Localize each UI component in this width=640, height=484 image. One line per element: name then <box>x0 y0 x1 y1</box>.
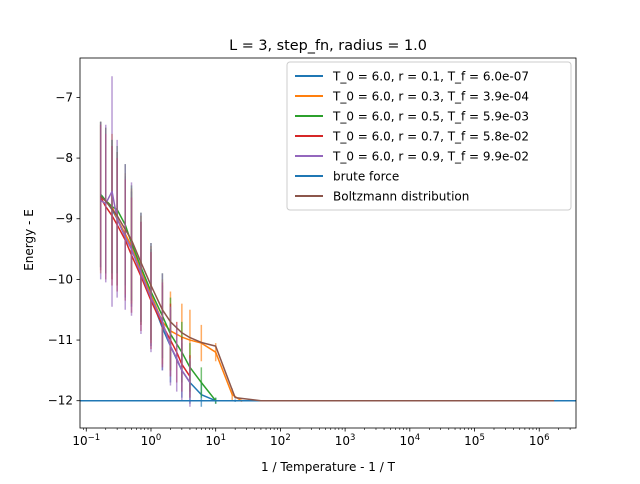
x-tick-label: 105 <box>464 433 485 448</box>
legend-label: T_0 = 6.0, r = 0.9, T_f = 9.9e-02 <box>332 150 529 164</box>
y-tick-label: −12 <box>48 394 73 408</box>
x-tick-label: 101 <box>205 433 226 448</box>
y-tick-label: −10 <box>48 272 73 286</box>
legend-label: T_0 = 6.0, r = 0.5, T_f = 5.9e-03 <box>332 110 529 124</box>
x-tick-label: 106 <box>529 433 550 448</box>
x-tick-label: 104 <box>399 433 420 448</box>
series-line-4 <box>100 190 191 383</box>
x-axis-label: 1 / Temperature - 1 / T <box>261 460 396 474</box>
legend-label: brute force <box>333 170 399 184</box>
y-tick-label: −9 <box>55 212 73 226</box>
axes-layer: −7 −8 −9 −10 −11 −12 10−1 100 101 102 103 104 105 106 <box>48 57 577 448</box>
x-tick-label: 103 <box>335 433 356 448</box>
legend-label: Boltzmann distribution <box>333 190 469 204</box>
legend: T_0 = 6.0, r = 0.1, T_f = 6.0e-07 T_0 = 6… <box>286 61 572 211</box>
y-tick-label: −8 <box>55 151 73 165</box>
legend-label: T_0 = 6.0, r = 0.7, T_f = 5.8e-02 <box>332 130 529 144</box>
legend-label: T_0 = 6.0, r = 0.3, T_f = 3.9e-04 <box>332 90 529 104</box>
series-line-2 <box>100 193 217 402</box>
legend-label: T_0 = 6.0, r = 0.1, T_f = 6.0e-07 <box>332 70 529 84</box>
series-line-6 <box>100 195 555 402</box>
x-tick-label: 10−1 <box>72 433 100 448</box>
x-tick-label: 102 <box>270 433 291 448</box>
y-tick-label: −7 <box>55 90 73 104</box>
x-tick-label: 100 <box>141 433 162 448</box>
y-tick-label: −11 <box>48 333 73 347</box>
axes-frame <box>79 57 577 429</box>
legend-box <box>286 61 572 211</box>
y-axis-label: Energy - E <box>22 209 36 271</box>
chart-title: L = 3, step_fn, radius = 1.0 <box>229 38 427 54</box>
plot-series-layer <box>80 76 576 407</box>
